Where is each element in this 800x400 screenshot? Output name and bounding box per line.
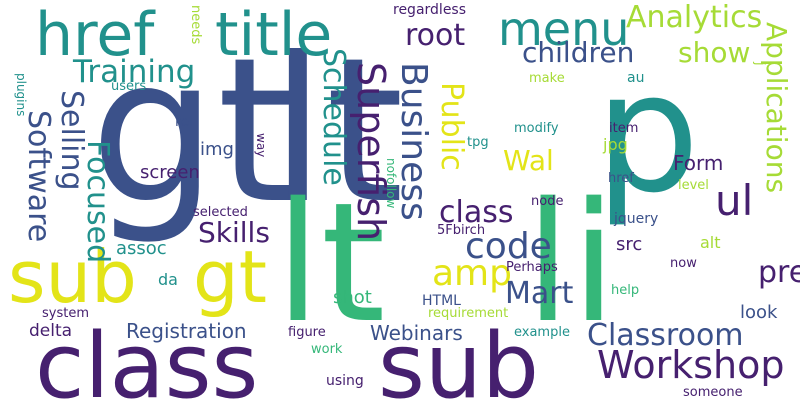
cloud-word: jpg — [602, 135, 628, 154]
cloud-word: plugins — [14, 73, 28, 116]
cloud-word: Wal — [503, 144, 554, 177]
cloud-word: figure — [288, 325, 326, 340]
cloud-word: da — [158, 270, 178, 289]
cloud-word: src — [616, 234, 642, 255]
cloud-word: amp — [432, 253, 512, 294]
cloud-word: li — [525, 167, 617, 359]
cloud-word: selected — [193, 205, 248, 220]
cloud-word: jquery — [613, 211, 658, 227]
cloud-word: help — [611, 283, 639, 298]
cloud-word: Superfish — [349, 62, 393, 241]
cloud-word: now — [670, 256, 697, 271]
cloud-word: gt — [193, 235, 267, 319]
cloud-word: Business — [393, 62, 434, 221]
cloud-word: users — [111, 79, 146, 94]
cloud-word: href — [35, 0, 156, 70]
cloud-word: delta — [29, 321, 72, 341]
cloud-word: system — [42, 306, 89, 321]
cloud-word: needs — [188, 5, 203, 44]
cloud-word: way — [254, 133, 268, 157]
cloud-word: Selling — [54, 90, 89, 191]
cloud-word: work — [311, 342, 343, 357]
cloud-word: root — [405, 18, 465, 53]
cloud-word: requirement — [428, 306, 508, 321]
cloud-word: Mart — [505, 276, 574, 311]
cloud-word: title — [215, 0, 332, 70]
cloud-word: Analytics — [626, 0, 762, 35]
cloud-word: j — [752, 61, 767, 66]
cloud-word: pre — [758, 255, 800, 290]
cloud-word: Software — [21, 110, 56, 242]
cloud-word: assoc — [116, 238, 167, 259]
cloud-word: menu — [498, 2, 629, 56]
cloud-word: class — [35, 314, 258, 400]
cloud-word: example — [514, 325, 570, 340]
cloud-word: ul — [715, 176, 753, 225]
cloud-word: level — [678, 178, 709, 193]
cloud-word: look — [740, 302, 778, 323]
cloud-word: gt — [90, 15, 295, 248]
cloud-word: rel — [175, 114, 193, 130]
cloud-word: Training — [72, 54, 195, 90]
cloud-word: Classroom — [587, 318, 744, 353]
cloud-word: Focused — [80, 140, 115, 263]
cloud-word: img — [200, 139, 234, 160]
cloud-word: show — [678, 36, 750, 69]
cloud-word: Workshop — [597, 343, 784, 387]
cloud-word: screen — [140, 162, 200, 183]
cloud-word: nofollow — [384, 158, 398, 209]
cloud-word: someone — [683, 385, 743, 400]
cloud-word: lt — [275, 167, 386, 359]
cloud-word: au — [627, 70, 644, 86]
cloud-word: node — [531, 194, 563, 209]
cloud-word: class — [439, 195, 513, 230]
cloud-word: item — [609, 121, 638, 136]
cloud-word: using — [326, 373, 364, 389]
cloud-word: children — [522, 36, 634, 69]
cloud-word: href — [608, 171, 634, 186]
cloud-word: make — [529, 71, 565, 86]
cloud-word: Webinars — [370, 321, 463, 345]
cloud-word: Skills — [198, 216, 270, 249]
cloud-word: alt — [700, 233, 721, 252]
cloud-word: Public — [434, 82, 469, 171]
cloud-word: p — [595, 37, 700, 229]
cloud-word: sub — [378, 314, 539, 400]
cloud-word: sub — [8, 235, 137, 319]
cloud-word: tpg — [467, 135, 489, 150]
cloud-word: 5Fbirch — [437, 223, 485, 238]
cloud-word: Registration — [126, 319, 247, 343]
cloud-word: shot — [333, 287, 372, 308]
cloud-word: Perhaps — [506, 260, 558, 275]
cloud-word: HTML — [422, 293, 461, 309]
cloud-word: Form — [673, 151, 723, 175]
cloud-word: code — [465, 226, 552, 267]
cloud-word: modify — [514, 121, 559, 136]
cloud-word: Applications — [760, 22, 793, 193]
cloud-word: lt — [270, 15, 404, 248]
cloud-word: regardless — [393, 2, 466, 18]
cloud-word: Schedule — [316, 48, 351, 186]
